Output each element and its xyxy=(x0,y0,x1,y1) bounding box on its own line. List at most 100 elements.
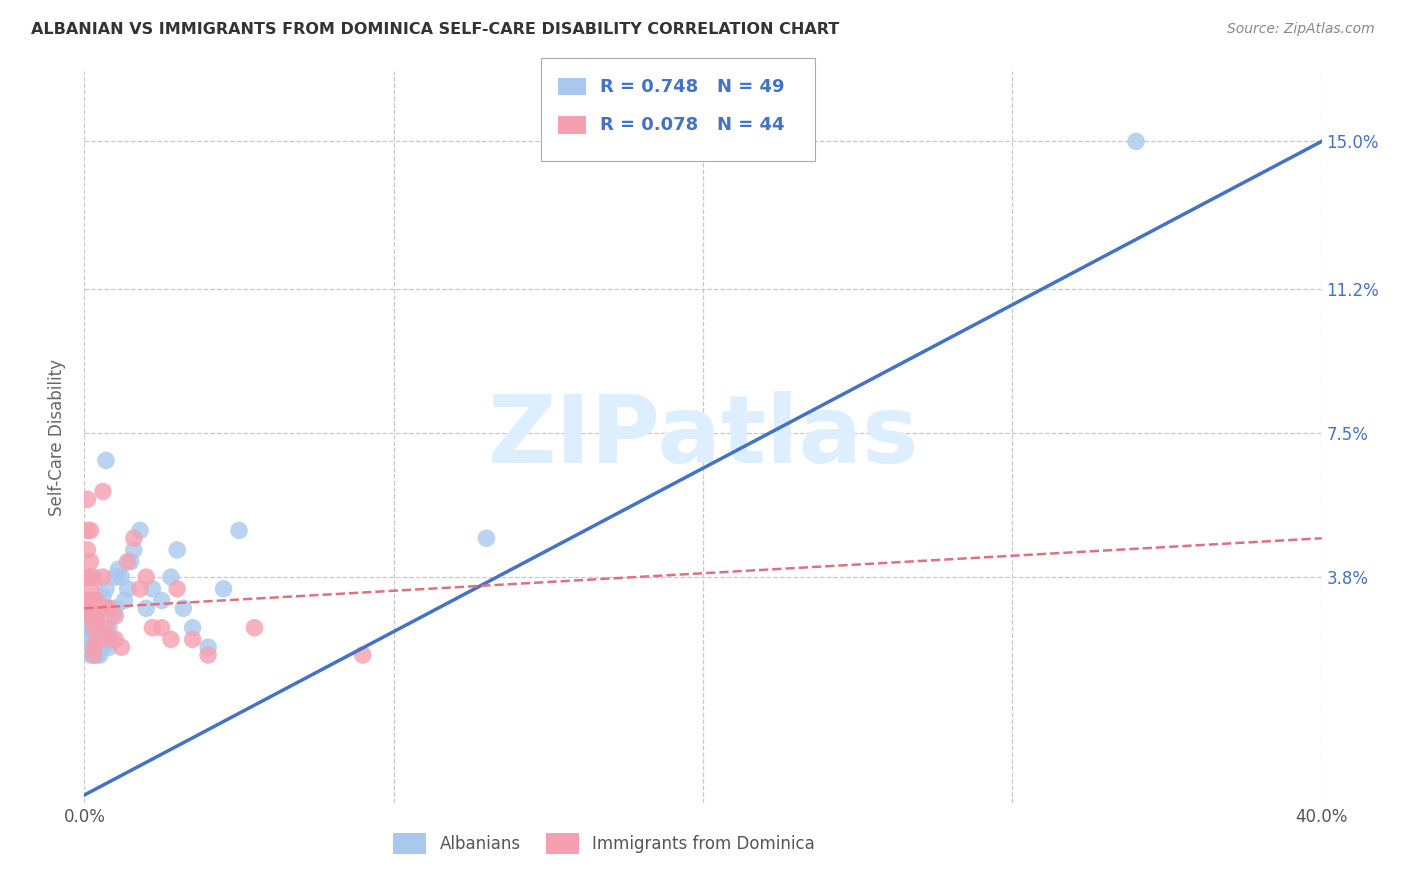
Point xyxy=(141,621,163,635)
Point xyxy=(89,640,111,655)
Point xyxy=(83,640,105,655)
Point xyxy=(83,621,105,635)
Point xyxy=(122,542,145,557)
Point xyxy=(76,524,98,538)
Point xyxy=(89,648,111,662)
Point xyxy=(76,570,98,584)
Point xyxy=(86,621,108,635)
Point xyxy=(181,632,204,647)
Point xyxy=(83,632,105,647)
Point xyxy=(110,570,132,584)
Point xyxy=(79,582,101,596)
Point xyxy=(76,492,98,507)
Text: Source: ZipAtlas.com: Source: ZipAtlas.com xyxy=(1227,22,1375,37)
Point xyxy=(94,621,117,635)
Point xyxy=(197,640,219,655)
Text: R = 0.078   N = 44: R = 0.078 N = 44 xyxy=(600,116,785,134)
Text: ALBANIAN VS IMMIGRANTS FROM DOMINICA SELF-CARE DISABILITY CORRELATION CHART: ALBANIAN VS IMMIGRANTS FROM DOMINICA SEL… xyxy=(31,22,839,37)
Point xyxy=(117,582,139,596)
Point xyxy=(166,542,188,557)
Point xyxy=(197,648,219,662)
Point xyxy=(83,570,105,584)
Point xyxy=(91,590,114,604)
Point xyxy=(104,570,127,584)
Point xyxy=(76,632,98,647)
Point xyxy=(160,632,183,647)
Point xyxy=(91,621,114,635)
Point xyxy=(166,582,188,596)
Point xyxy=(94,453,117,467)
Point xyxy=(79,648,101,662)
Point xyxy=(79,593,101,607)
Point xyxy=(89,621,111,635)
Point xyxy=(89,621,111,635)
Point xyxy=(160,570,183,584)
Point xyxy=(76,593,98,607)
Point xyxy=(86,632,108,647)
Point xyxy=(83,609,105,624)
Point xyxy=(150,621,173,635)
Point xyxy=(101,609,124,624)
Point xyxy=(83,601,105,615)
Point xyxy=(122,531,145,545)
Point xyxy=(228,524,250,538)
Y-axis label: Self-Care Disability: Self-Care Disability xyxy=(48,359,66,516)
Point xyxy=(83,609,105,624)
Point xyxy=(79,593,101,607)
Point xyxy=(83,593,105,607)
Point xyxy=(212,582,235,596)
Point xyxy=(104,601,127,615)
Point xyxy=(91,484,114,499)
Legend: Albanians, Immigrants from Dominica: Albanians, Immigrants from Dominica xyxy=(387,827,821,860)
Point xyxy=(1125,135,1147,149)
Point xyxy=(110,640,132,655)
Point xyxy=(91,570,114,584)
Point xyxy=(94,582,117,596)
Point xyxy=(89,601,111,615)
Point xyxy=(83,624,105,639)
Point xyxy=(475,531,498,545)
Point xyxy=(86,648,108,662)
Point xyxy=(79,609,101,624)
Point xyxy=(104,632,127,647)
Point xyxy=(79,524,101,538)
Point xyxy=(79,570,101,584)
Point xyxy=(94,601,117,615)
Point xyxy=(101,632,124,647)
Point xyxy=(98,621,121,635)
Point xyxy=(98,632,121,647)
Point xyxy=(129,582,152,596)
Point xyxy=(104,609,127,624)
Point xyxy=(352,648,374,662)
Point xyxy=(98,601,121,615)
Point xyxy=(181,621,204,635)
Point xyxy=(79,555,101,569)
Point xyxy=(76,542,98,557)
Point xyxy=(114,593,136,607)
Point xyxy=(107,562,129,576)
Point xyxy=(117,555,139,569)
Text: R = 0.748   N = 49: R = 0.748 N = 49 xyxy=(600,78,785,95)
Point xyxy=(129,524,152,538)
Point xyxy=(76,609,98,624)
Point xyxy=(83,648,105,662)
Point xyxy=(86,609,108,624)
Point xyxy=(83,648,105,662)
Point xyxy=(86,632,108,647)
Point xyxy=(150,593,173,607)
Point xyxy=(91,640,114,655)
Point xyxy=(79,621,101,635)
Point xyxy=(172,601,194,615)
Point xyxy=(86,593,108,607)
Point xyxy=(120,555,142,569)
Point xyxy=(89,601,111,615)
Point xyxy=(79,609,101,624)
Point xyxy=(135,570,157,584)
Point xyxy=(98,640,121,655)
Point xyxy=(98,601,121,615)
Point xyxy=(243,621,266,635)
Point xyxy=(141,582,163,596)
Text: ZIPatlas: ZIPatlas xyxy=(488,391,918,483)
Point xyxy=(86,609,108,624)
Point xyxy=(135,601,157,615)
